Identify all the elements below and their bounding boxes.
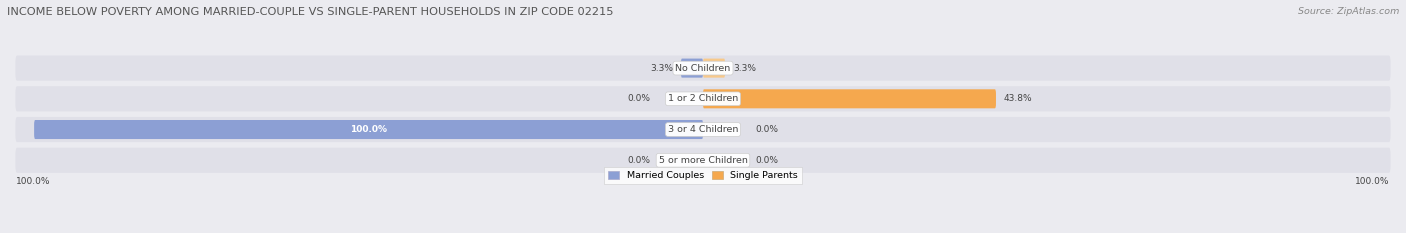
Text: No Children: No Children <box>675 64 731 73</box>
FancyBboxPatch shape <box>15 148 1391 173</box>
Legend: Married Couples, Single Parents: Married Couples, Single Parents <box>605 167 801 184</box>
Text: 3.3%: 3.3% <box>650 64 673 73</box>
FancyBboxPatch shape <box>15 86 1391 111</box>
FancyBboxPatch shape <box>34 120 703 139</box>
Text: Source: ZipAtlas.com: Source: ZipAtlas.com <box>1298 7 1399 16</box>
FancyBboxPatch shape <box>703 89 995 108</box>
Text: 3.3%: 3.3% <box>733 64 756 73</box>
Text: INCOME BELOW POVERTY AMONG MARRIED-COUPLE VS SINGLE-PARENT HOUSEHOLDS IN ZIP COD: INCOME BELOW POVERTY AMONG MARRIED-COUPL… <box>7 7 613 17</box>
Text: 100.0%: 100.0% <box>1355 177 1391 186</box>
FancyBboxPatch shape <box>15 55 1391 81</box>
Text: 0.0%: 0.0% <box>628 94 651 103</box>
FancyBboxPatch shape <box>15 117 1391 142</box>
Text: 3 or 4 Children: 3 or 4 Children <box>668 125 738 134</box>
Text: 0.0%: 0.0% <box>628 156 651 165</box>
Text: 0.0%: 0.0% <box>755 125 778 134</box>
Text: 100.0%: 100.0% <box>15 177 51 186</box>
Text: 5 or more Children: 5 or more Children <box>658 156 748 165</box>
Text: 100.0%: 100.0% <box>350 125 387 134</box>
FancyBboxPatch shape <box>681 58 703 78</box>
FancyBboxPatch shape <box>703 58 725 78</box>
Text: 43.8%: 43.8% <box>1004 94 1032 103</box>
Text: 0.0%: 0.0% <box>755 156 778 165</box>
Text: 1 or 2 Children: 1 or 2 Children <box>668 94 738 103</box>
